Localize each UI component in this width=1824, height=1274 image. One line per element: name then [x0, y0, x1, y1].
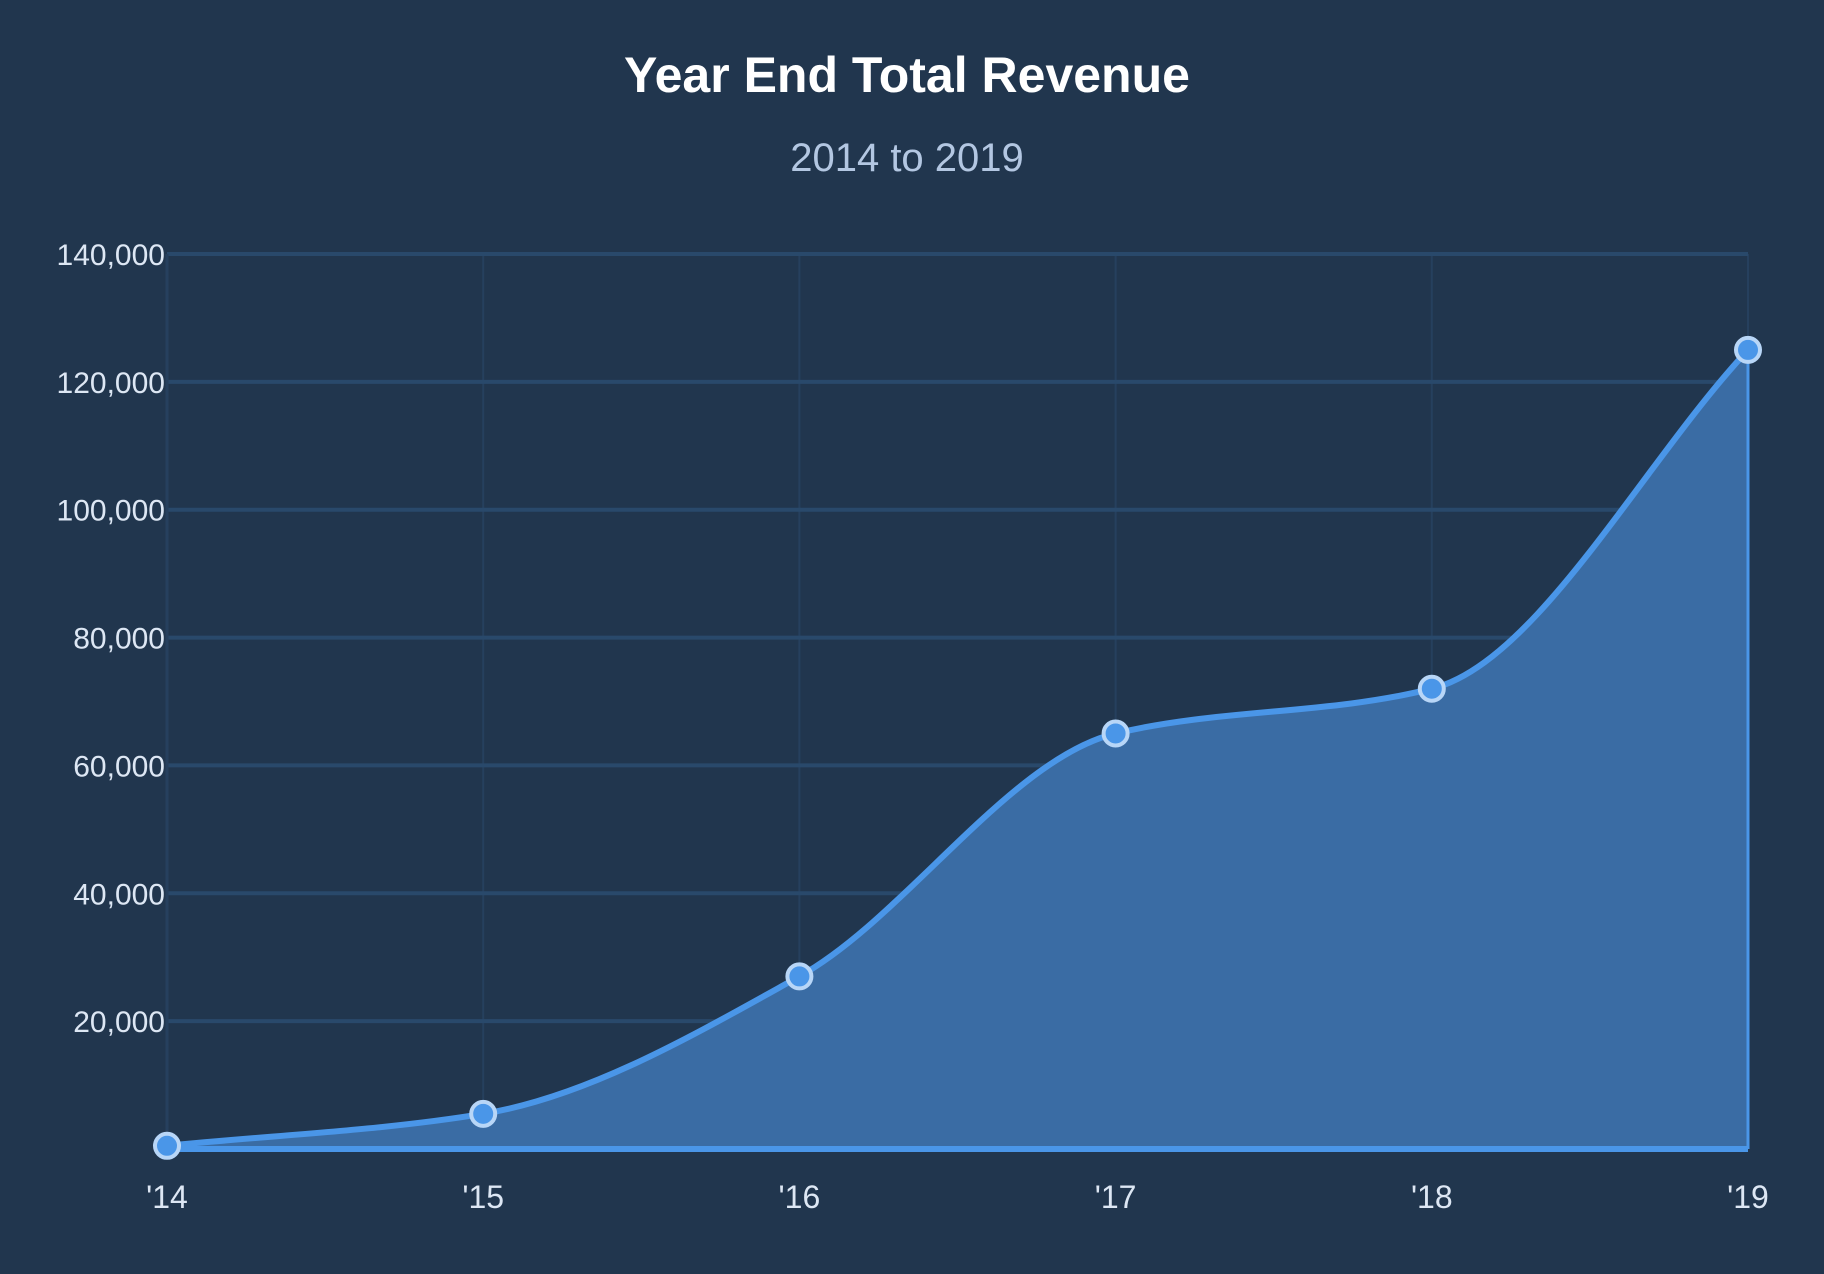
y-tick-label: 60,000: [73, 750, 165, 783]
data-point[interactable]: [153, 1131, 181, 1160]
y-tick-label: 20,000: [73, 1006, 165, 1039]
x-tick-label: '18: [1411, 1179, 1453, 1215]
x-tick-label: '14: [146, 1179, 188, 1215]
y-tick-label: 40,000: [73, 878, 165, 911]
x-tick-label: '15: [462, 1179, 504, 1215]
y-tick-label: 80,000: [73, 623, 165, 656]
chart-title: Year End Total Revenue: [624, 47, 1190, 103]
marker-layer: [153, 335, 1762, 1160]
y-tick-label: 120,000: [57, 367, 165, 400]
data-point[interactable]: [785, 962, 814, 991]
data-point[interactable]: [1101, 719, 1130, 748]
x-tick-label: '16: [779, 1179, 821, 1215]
y-tick-label: 140,000: [57, 239, 165, 272]
y-tick-label: 100,000: [57, 495, 165, 528]
x-tick-label: '17: [1095, 1179, 1137, 1215]
data-point[interactable]: [469, 1099, 498, 1128]
label-layer: 20,000 40,000 60,000 80,000 100,000 120,000 14…: [57, 239, 1769, 1215]
x-tick-label: '19: [1727, 1179, 1769, 1215]
series-line: [166, 347, 1751, 1149]
chart-subtitle: 2014 to 2019: [790, 136, 1024, 180]
area-fill: [167, 349, 1748, 1150]
data-point[interactable]: [1734, 335, 1762, 364]
data-point[interactable]: [1417, 674, 1446, 703]
area-layer: [166, 347, 1751, 1152]
